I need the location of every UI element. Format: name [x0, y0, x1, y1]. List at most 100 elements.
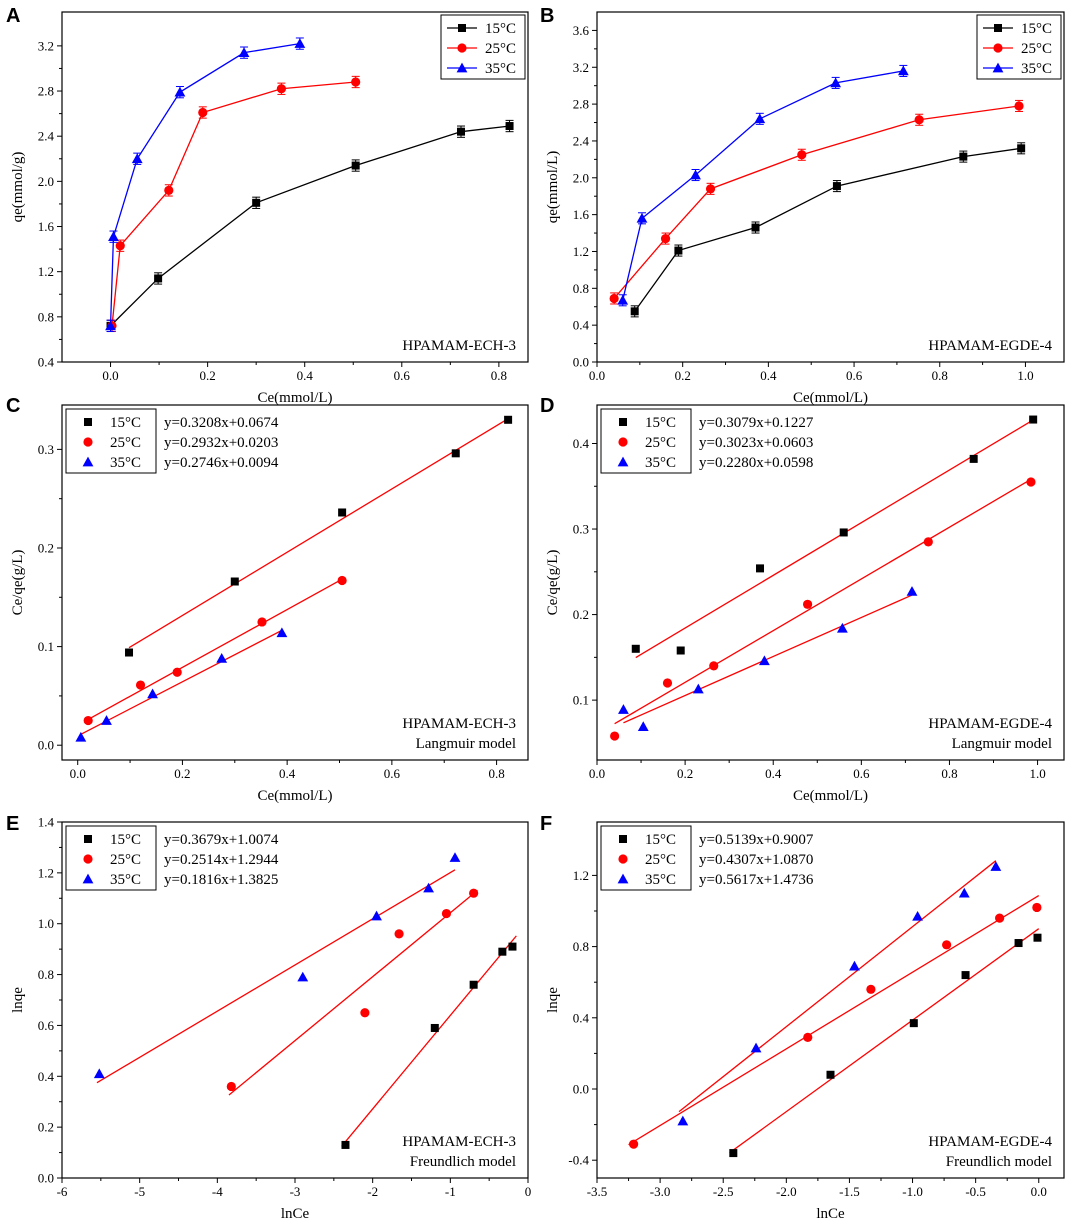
data-point — [866, 984, 876, 994]
data-point — [230, 577, 239, 586]
data-point — [729, 1149, 738, 1158]
data-point — [923, 537, 933, 547]
data-point — [909, 1019, 918, 1028]
data-point — [498, 947, 507, 956]
data-point — [1017, 144, 1026, 153]
y-tick-label: 0.2 — [573, 607, 589, 622]
legend-marker — [457, 43, 467, 53]
data-point — [430, 1023, 439, 1032]
series-25 — [609, 99, 1024, 305]
legend-marker — [617, 456, 629, 467]
data-point — [959, 152, 968, 161]
data-point — [198, 107, 208, 118]
legend-label: 35°C — [485, 61, 516, 77]
legend-box — [65, 825, 157, 891]
legend-label: 25°C — [1021, 41, 1052, 57]
fit-line — [128, 418, 509, 649]
fit-equation: y=0.2514x+1.2944 — [164, 852, 279, 868]
data-point — [1029, 415, 1038, 424]
x-tick-label: -5 — [134, 1184, 145, 1199]
y-tick-label: 0.6 — [38, 1018, 55, 1033]
data-point — [897, 65, 909, 76]
data-point — [832, 182, 841, 191]
y-tick-label: 0.8 — [38, 967, 54, 982]
data-point — [914, 115, 924, 125]
data-point — [505, 122, 514, 131]
legend-marker — [82, 873, 94, 884]
data-point — [115, 241, 125, 251]
data-point — [338, 508, 347, 517]
data-point — [337, 575, 347, 586]
y-tick-label: 0.1 — [38, 639, 54, 654]
data-point — [1033, 933, 1042, 942]
data-point — [257, 617, 267, 627]
x-tick-label: 0.0 — [70, 766, 86, 781]
series-line — [111, 81, 356, 326]
series-35 — [677, 860, 1002, 1126]
plot-annotation: Freundlich model — [946, 1154, 1052, 1170]
legend-box — [600, 825, 692, 891]
data-point — [676, 646, 685, 655]
y-tick-label: 0.0 — [573, 355, 589, 370]
series-25 — [610, 477, 1036, 741]
x-tick-label: 0.8 — [941, 766, 957, 781]
chart-panel-a: A 0.0 0.2 0.4 0.6 0.8 0.4 0.8 1.2 1.6 2.0 2.4 2.8 3.2… — [6, 5, 529, 406]
fit-equation: y=0.2280x+0.0598 — [699, 455, 813, 471]
data-point — [617, 294, 629, 305]
x-tick-label: 0.8 — [488, 766, 504, 781]
data-point — [660, 233, 671, 244]
y-tick-label: 3.6 — [573, 23, 590, 38]
y-tick-label: 0.8 — [38, 309, 54, 324]
series-25 — [107, 75, 361, 333]
fit-line — [623, 594, 913, 724]
y-tick-label: 1.2 — [38, 264, 54, 279]
data-point — [75, 731, 87, 742]
data-point — [756, 564, 765, 573]
data-point — [451, 449, 460, 458]
data-point — [93, 1068, 105, 1079]
data-point — [504, 415, 513, 424]
y-tick-label: 2.4 — [38, 129, 55, 144]
x-tick-label: -3.5 — [587, 1184, 608, 1199]
series-15 — [106, 119, 514, 333]
series-15 — [341, 935, 517, 1149]
y-tick-label: 1.6 — [38, 219, 55, 234]
fit-line — [628, 894, 1040, 1146]
data-point — [630, 307, 639, 316]
legend-marker — [618, 854, 628, 864]
data-point — [1014, 101, 1024, 111]
x-tick-label: 0.2 — [174, 766, 190, 781]
series-15 — [631, 415, 1038, 659]
legend-box — [65, 408, 157, 474]
y-tick-label: 3.2 — [573, 60, 589, 75]
legend: 15°C y=0.3679x+1.0074 25°C y=0.2514x+1.2944… — [65, 825, 279, 891]
data-point — [751, 223, 760, 232]
data-point — [360, 1008, 370, 1018]
x-tick-label: -4 — [212, 1184, 223, 1199]
series-15 — [630, 142, 1026, 318]
panel-letter: E — [6, 813, 19, 835]
y-tick-label: 0.4 — [573, 318, 590, 333]
data-point — [826, 1070, 835, 1079]
legend-box — [600, 408, 692, 474]
data-point — [662, 678, 673, 688]
legend-label: 35°C — [110, 872, 141, 888]
data-point — [797, 150, 807, 160]
legend-label: 15°C — [110, 415, 141, 431]
data-point — [172, 667, 182, 677]
fit-equation: y=0.3079x+0.1227 — [699, 415, 814, 431]
chart-panel-c: C 0.0 0.2 0.4 0.6 0.8 0.0 0.1 0.2 0.3 Ce(mmol/L) Ce… — [6, 395, 529, 804]
plot-frame — [61, 11, 529, 363]
data-point — [135, 680, 146, 690]
data-point — [294, 38, 306, 48]
series-25 — [83, 575, 347, 726]
x-tick-label: 0.0 — [102, 368, 118, 383]
data-point — [297, 971, 309, 982]
legend-marker — [619, 418, 627, 426]
fit-line — [635, 419, 1034, 659]
data-point — [636, 212, 648, 223]
series-35 — [105, 37, 306, 333]
fit-line — [80, 629, 283, 735]
x-axis-label: Ce(mmol/L) — [258, 788, 333, 804]
